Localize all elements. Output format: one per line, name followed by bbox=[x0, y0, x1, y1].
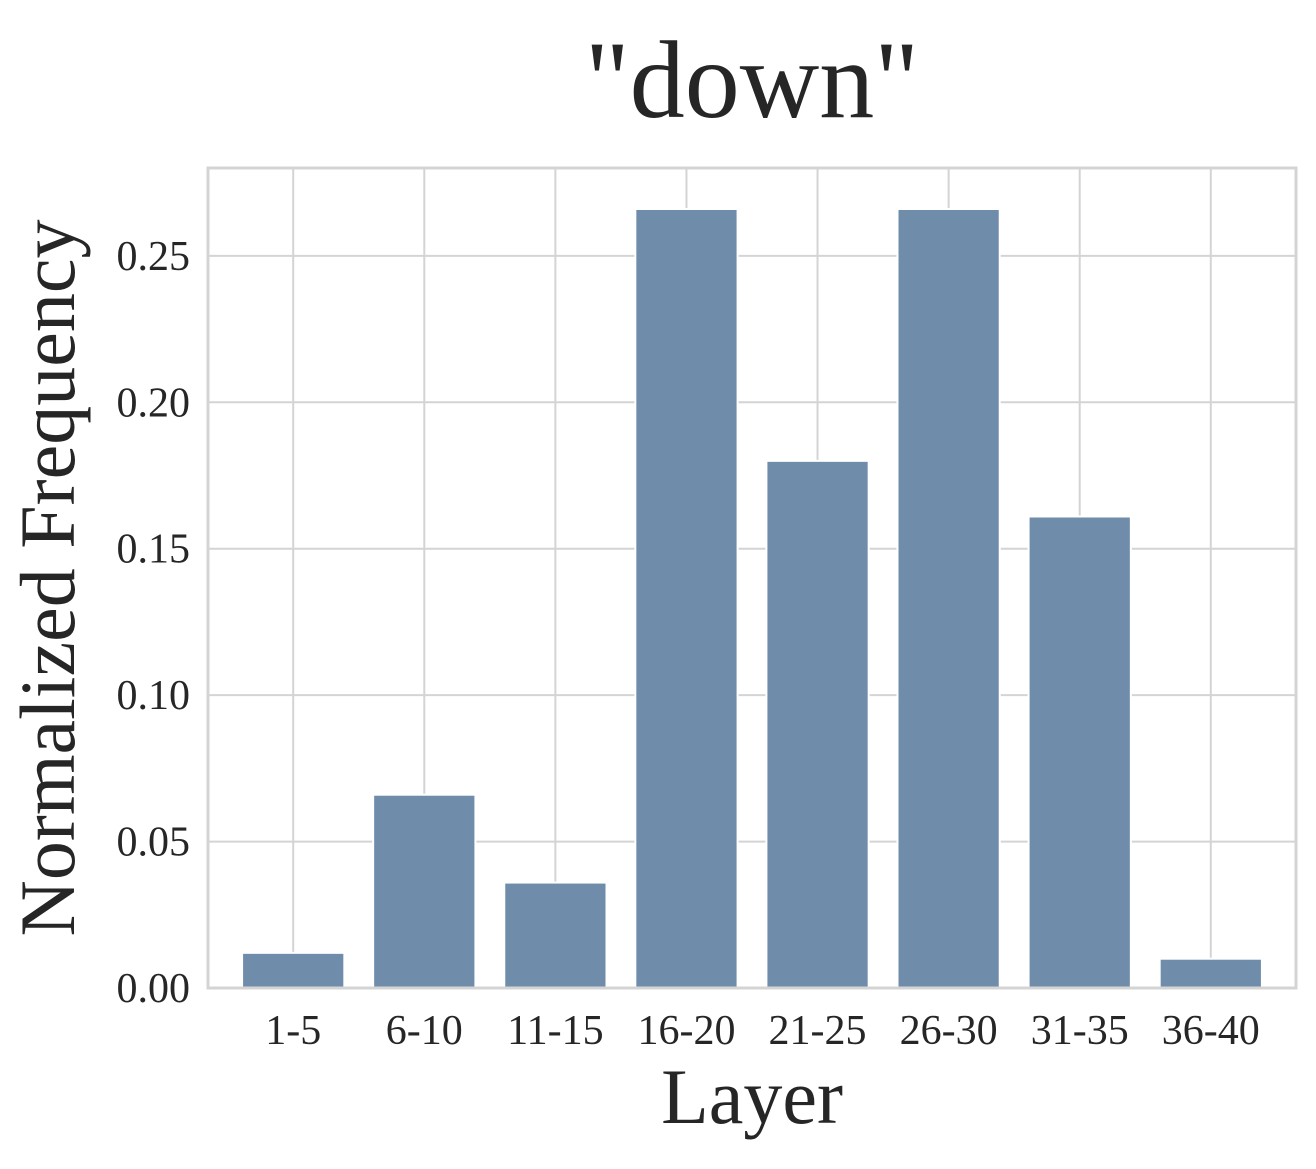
plot-frame bbox=[206, 166, 1298, 990]
y-tick-label: 0.10 bbox=[117, 673, 191, 719]
x-tick-label: 11-15 bbox=[507, 1008, 603, 1054]
x-tick-label: 21-25 bbox=[769, 1008, 867, 1054]
y-tick-label: 0.25 bbox=[117, 234, 191, 280]
bar-26-30 bbox=[896, 208, 1001, 989]
x-tick-label: 1-5 bbox=[265, 1008, 321, 1054]
bar-16-20 bbox=[634, 208, 739, 989]
x-axis-label: Layer bbox=[661, 1053, 843, 1140]
y-tick-label: 0.15 bbox=[117, 527, 191, 573]
bar-21-25 bbox=[765, 459, 870, 990]
chart-title: "down" bbox=[584, 19, 920, 141]
bar-6-10 bbox=[372, 793, 477, 990]
y-tick-label: 0.05 bbox=[117, 820, 191, 866]
x-tick-label: 6-10 bbox=[386, 1008, 463, 1054]
x-tick-label: 31-35 bbox=[1031, 1008, 1129, 1054]
x-tick-label: 16-20 bbox=[637, 1008, 735, 1054]
bar-36-40 bbox=[1158, 957, 1263, 990]
bar-31-35 bbox=[1027, 515, 1132, 989]
y-tick-label: 0.00 bbox=[117, 966, 191, 1012]
bar-11-15 bbox=[503, 881, 608, 989]
y-tick-label: 0.20 bbox=[117, 380, 191, 426]
bar-1-5 bbox=[241, 951, 346, 989]
x-tick-label: 26-30 bbox=[900, 1008, 998, 1054]
x-tick-label: 36-40 bbox=[1162, 1008, 1260, 1054]
